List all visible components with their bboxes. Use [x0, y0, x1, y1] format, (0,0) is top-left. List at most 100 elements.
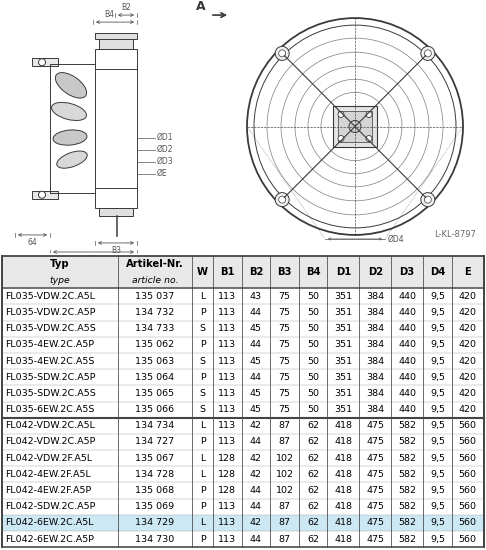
- Bar: [451, 482, 484, 499]
- Bar: [270, 434, 299, 450]
- Bar: [213, 434, 242, 450]
- Circle shape: [38, 59, 46, 66]
- Text: 560: 560: [459, 486, 477, 495]
- Text: FL035-4EW.2C.A5P: FL035-4EW.2C.A5P: [5, 340, 94, 349]
- Text: 50: 50: [307, 373, 319, 382]
- Text: 440: 440: [398, 324, 416, 333]
- Bar: [95, 49, 137, 208]
- Text: FL042-SDW.2C.A5P: FL042-SDW.2C.A5P: [5, 502, 96, 512]
- Text: P: P: [200, 373, 206, 382]
- Text: FL035-SDW.2C.A5P: FL035-SDW.2C.A5P: [5, 373, 96, 382]
- Text: 351: 351: [334, 308, 352, 317]
- Bar: [328, 499, 359, 515]
- Text: 420: 420: [459, 356, 477, 366]
- Text: 64: 64: [27, 238, 37, 247]
- Text: 420: 420: [459, 373, 477, 382]
- Text: B3: B3: [111, 246, 121, 255]
- Bar: [451, 499, 484, 515]
- Bar: [299, 466, 328, 482]
- Bar: [270, 450, 299, 466]
- Bar: [242, 482, 270, 499]
- Text: 560: 560: [459, 519, 477, 527]
- Bar: [213, 256, 242, 288]
- Bar: [391, 450, 423, 466]
- Bar: [423, 482, 451, 499]
- Bar: [213, 337, 242, 353]
- Text: 135 037: 135 037: [136, 292, 174, 301]
- Text: 135 062: 135 062: [136, 340, 174, 349]
- Bar: [192, 337, 213, 353]
- Text: 9,5: 9,5: [430, 356, 445, 366]
- Text: 420: 420: [459, 292, 477, 301]
- Text: 44: 44: [250, 535, 262, 543]
- Text: 560: 560: [459, 421, 477, 430]
- Text: 102: 102: [276, 470, 294, 479]
- Text: 128: 128: [218, 486, 236, 495]
- Text: 351: 351: [334, 389, 352, 398]
- Text: 9,5: 9,5: [430, 437, 445, 447]
- Text: 475: 475: [366, 535, 384, 543]
- Text: 113: 113: [218, 373, 236, 382]
- Text: 135 063: 135 063: [136, 356, 174, 366]
- Text: B2: B2: [121, 3, 131, 12]
- Text: D2: D2: [368, 267, 383, 277]
- Bar: [359, 531, 391, 547]
- Bar: [192, 466, 213, 482]
- Bar: [359, 321, 391, 337]
- Bar: [118, 353, 192, 369]
- Bar: [270, 288, 299, 304]
- Text: P: P: [200, 502, 206, 512]
- Text: 9,5: 9,5: [430, 373, 445, 382]
- Text: FL042-VDW.2C.A5P: FL042-VDW.2C.A5P: [5, 437, 96, 447]
- Text: 134 729: 134 729: [136, 519, 174, 527]
- Bar: [423, 515, 451, 531]
- Bar: [391, 337, 423, 353]
- Text: 384: 384: [366, 373, 384, 382]
- Bar: [2, 386, 118, 401]
- Bar: [299, 304, 328, 321]
- Bar: [118, 337, 192, 353]
- Bar: [359, 402, 391, 417]
- Text: 113: 113: [218, 292, 236, 301]
- Text: 475: 475: [366, 486, 384, 495]
- Text: 475: 475: [366, 470, 384, 479]
- Bar: [328, 515, 359, 531]
- Bar: [213, 482, 242, 499]
- Text: 45: 45: [250, 356, 262, 366]
- Text: FL035-6EW.2C.A5S: FL035-6EW.2C.A5S: [5, 405, 95, 414]
- Bar: [270, 321, 299, 337]
- Bar: [118, 482, 192, 499]
- Text: 440: 440: [398, 389, 416, 398]
- Text: 113: 113: [218, 405, 236, 414]
- Text: FL042-6EW.2C.A5L: FL042-6EW.2C.A5L: [5, 519, 94, 527]
- Text: L-KL-8797: L-KL-8797: [434, 230, 476, 239]
- Text: 50: 50: [307, 340, 319, 349]
- Text: 418: 418: [334, 421, 352, 430]
- Text: FL042-VDW.2F.A5L: FL042-VDW.2F.A5L: [5, 454, 92, 463]
- Circle shape: [349, 120, 361, 133]
- Bar: [391, 417, 423, 434]
- Bar: [359, 499, 391, 515]
- Text: 50: 50: [307, 324, 319, 333]
- Bar: [423, 417, 451, 434]
- Text: 44: 44: [250, 437, 262, 447]
- Bar: [118, 450, 192, 466]
- Text: 560: 560: [459, 454, 477, 463]
- Text: 135 069: 135 069: [136, 502, 174, 512]
- Text: 418: 418: [334, 535, 352, 543]
- Bar: [299, 515, 328, 531]
- Bar: [213, 402, 242, 417]
- Bar: [423, 256, 451, 288]
- Text: 420: 420: [459, 405, 477, 414]
- Bar: [451, 353, 484, 369]
- Bar: [242, 466, 270, 482]
- Bar: [192, 434, 213, 450]
- Circle shape: [421, 46, 435, 60]
- Text: 87: 87: [278, 437, 291, 447]
- Text: 75: 75: [278, 373, 291, 382]
- Bar: [328, 482, 359, 499]
- Text: 9,5: 9,5: [430, 292, 445, 301]
- Bar: [192, 402, 213, 417]
- Bar: [391, 531, 423, 547]
- Bar: [270, 515, 299, 531]
